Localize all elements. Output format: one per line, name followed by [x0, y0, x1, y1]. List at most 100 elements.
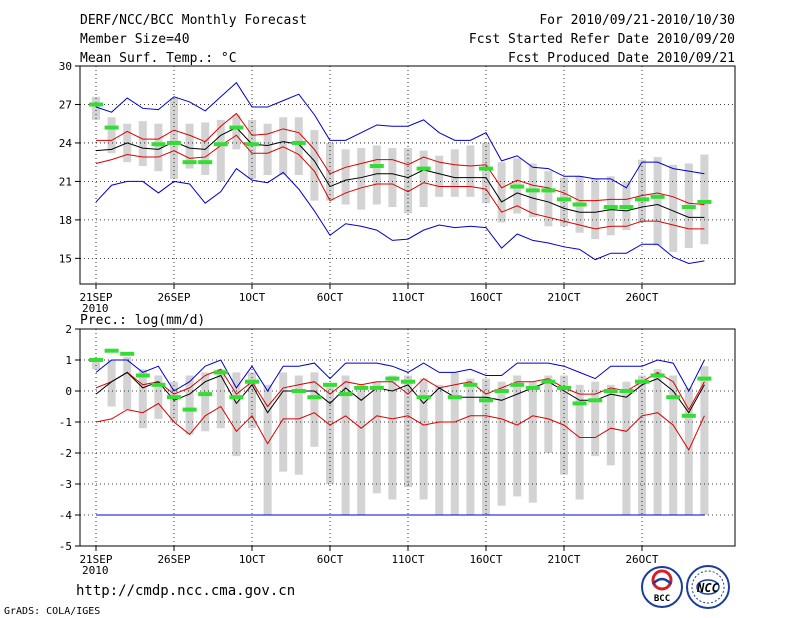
bcc-logo: BCC	[641, 566, 683, 608]
temp-observed-marker-39	[681, 205, 696, 210]
prec-observed-marker-34	[603, 389, 618, 393]
ncc-logo-text: NCC	[696, 581, 719, 595]
prec-xtick-label: 26OCT	[625, 553, 658, 566]
prec-spread-box-18	[357, 384, 366, 515]
temp-spread-box-25	[466, 145, 475, 197]
temp-spread-box-7	[185, 123, 194, 169]
prec-spread-box-24	[450, 372, 459, 515]
source-url[interactable]: http://cmdp.ncc.cma.gov.cn	[76, 583, 295, 599]
temp-observed-marker-26	[479, 166, 493, 171]
temp-lower-line	[95, 134, 705, 230]
prec-observed-marker-26	[479, 398, 493, 403]
prec-spread-box-23	[435, 384, 444, 515]
prec-spread-box-13	[279, 372, 288, 472]
temp-spread-box-31	[560, 177, 568, 227]
prec-observed-marker-37	[650, 373, 665, 378]
prec-ytick-label: -1	[59, 416, 72, 429]
temp-observed-marker-7	[182, 160, 197, 165]
temp-spread-box-27	[497, 162, 506, 223]
temp-observed-marker-29	[525, 188, 540, 193]
prec-spread-box-25	[466, 378, 475, 515]
prec-mean-line	[95, 371, 705, 414]
prec-spread-box-14	[294, 375, 303, 475]
prec-observed-marker-29	[525, 385, 540, 390]
prec-observed-marker-7	[182, 407, 197, 412]
prec-year-label: 2010	[82, 564, 109, 577]
prec-observed-marker-6	[167, 395, 181, 400]
prec-observed-marker-24	[447, 395, 462, 400]
prec-spread-box-34	[606, 384, 615, 466]
prec-observed-marker-35	[619, 389, 634, 393]
temp-spread-box-37	[653, 157, 662, 246]
prec-observed-marker-9	[213, 370, 228, 375]
temp-xtick-label: 26SEP	[157, 291, 190, 304]
prec-spread-box-7	[185, 375, 194, 435]
prec-ytick-label: -3	[59, 478, 72, 491]
temp-xtick-label: 1OCT	[239, 291, 266, 304]
prec-spread-box-28	[513, 375, 522, 497]
prec-spread-box-12	[263, 384, 272, 515]
temp-observed-marker-9	[213, 142, 228, 147]
temp-spread-box-2	[107, 117, 116, 154]
temp-max-line	[95, 81, 705, 189]
prec-xtick-label: 11OCT	[391, 553, 424, 566]
temp-xtick-label: 21SEP	[79, 291, 112, 304]
prec-observed-marker-31	[557, 385, 571, 390]
prec-observed-marker-10	[229, 395, 244, 400]
temp-observed-marker-31	[557, 197, 571, 202]
temp-spread-box-13	[279, 117, 288, 175]
temp-ytick-label: 21	[59, 175, 72, 188]
grads-credit: GrADS: COLA/IGES	[4, 606, 100, 617]
ncc-logo: NCC	[686, 565, 730, 609]
start-date: Fcst Started Refer Date 2010/09/20	[469, 32, 735, 47]
prec-observed-marker-4	[135, 373, 150, 378]
prec-spread-box-32	[575, 384, 584, 500]
temp-observed-marker-40	[697, 199, 712, 204]
prec-observed-marker-22	[416, 395, 431, 400]
temperature-panel: 15 18 21 24 27 30 21SEP 26SEP 1OCT 6OCT 11OCT 16OCT…	[59, 60, 736, 315]
prec-spread-box-10	[232, 372, 241, 457]
temp-observed-marker-28	[510, 184, 525, 189]
variable-label: Mean Surf. Temp.: °C	[80, 51, 237, 66]
prec-spread-box-33	[591, 381, 600, 457]
temp-spread-box-19	[372, 145, 381, 205]
prec-xtick-label: 26SEP	[157, 553, 190, 566]
temp-observed-marker-37	[650, 194, 665, 199]
temp-min-line	[95, 167, 705, 264]
temp-observed-marker-11	[245, 142, 259, 147]
prec-ytick-label: 2	[65, 323, 72, 336]
prec-spread-box-21	[404, 375, 412, 488]
temp-xtick-label: 21OCT	[547, 291, 580, 304]
temp-spread-box-38	[669, 164, 678, 252]
prec-spread-box-38	[669, 375, 678, 515]
temp-spread-box-5	[154, 123, 163, 172]
temp-observed-marker-36	[635, 197, 649, 202]
prec-observed-marker-17	[338, 392, 353, 397]
temp-spread-box-30	[544, 171, 553, 227]
temp-observed-marker-8	[198, 160, 213, 165]
prec-spread-box-9	[216, 369, 225, 429]
prec-observed-marker-15	[307, 395, 322, 400]
prec-ytick-label: -2	[59, 447, 72, 460]
prec-spread-box-17	[341, 375, 350, 515]
prec-ytick-label: -5	[59, 540, 72, 553]
prec-observed-marker-28	[510, 382, 525, 387]
temp-ytick-label: 24	[59, 137, 73, 150]
prec-observed-marker-2	[104, 348, 119, 353]
prec-spread-box-3	[123, 356, 132, 410]
temp-spread-box-21	[404, 148, 412, 214]
prec-xtick-label: 21SEP	[79, 553, 112, 566]
prec-observed-marker-1	[89, 358, 103, 362]
temp-ytick-label: 18	[59, 214, 72, 227]
prec-observed-marker-16	[323, 382, 337, 387]
temp-xtick-label: 16OCT	[469, 291, 502, 304]
temp-ytick-label: 15	[59, 252, 72, 265]
temp-spread-box-22	[419, 150, 428, 208]
temp-year-label: 2010	[82, 302, 109, 315]
prec-observed-marker-19	[369, 385, 384, 390]
temp-observed-marker-32	[572, 202, 587, 207]
prec-observed-marker-36	[635, 379, 649, 384]
prec-observed-marker-38	[666, 395, 681, 400]
precipitation-panel: -5 -4 -3 -2 -1 0 1 2 21SEP 26SEP 1OCT 6OCT 11OCT 16OC…	[59, 323, 736, 577]
